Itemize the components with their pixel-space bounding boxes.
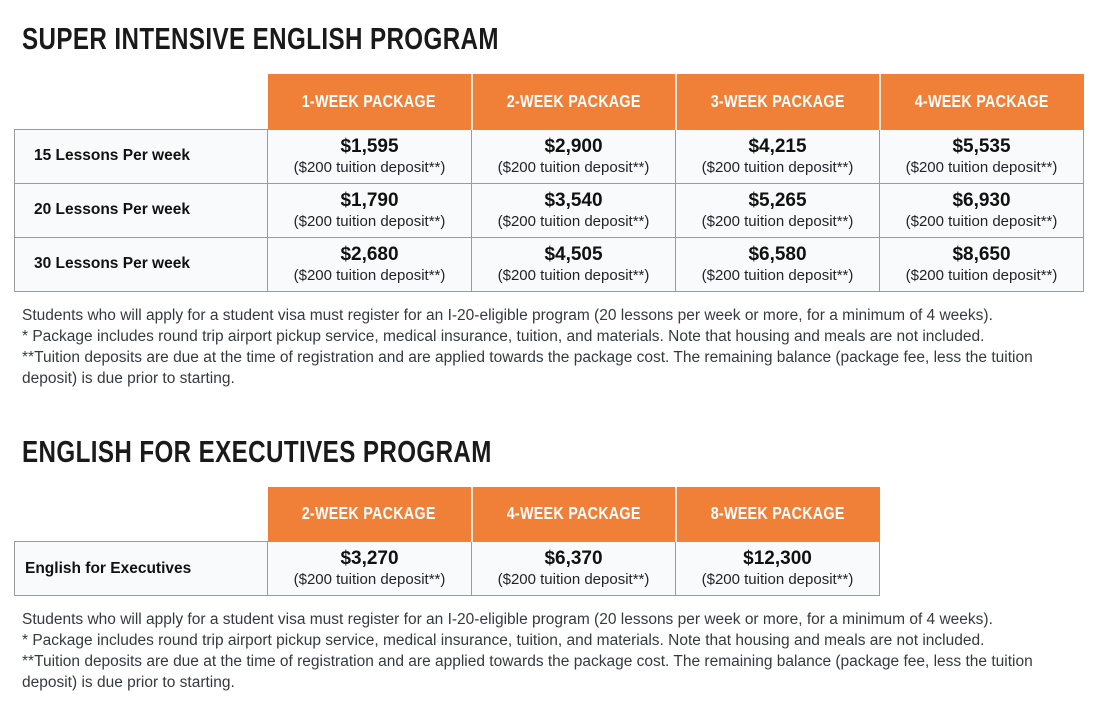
deposit-note: ($200 tuition deposit**) [701,212,854,230]
price-value: $4,505 [544,243,603,265]
column-header-label: 4-WEEK PACKAGE [915,90,1049,111]
deposit-note: ($200 tuition deposit**) [701,266,854,284]
table-row-20-lessons: 20 Lessons Per week $1,790 ($200 tuition… [14,182,1084,238]
row-label: 15 Lessons Per week [14,128,268,184]
column-header-1-week: 1-WEEK PACKAGE [267,74,472,130]
row-label: English for Executives [14,541,268,597]
deposit-note: ($200 tuition deposit**) [905,212,1058,230]
price-value: $3,270 [340,548,399,570]
deposit-note: ($200 tuition deposit**) [497,571,650,589]
column-header-label: 1-WEEK PACKAGE [302,90,436,111]
price-value: $3,540 [544,189,603,211]
deposit-note: ($200 tuition deposit**) [701,571,854,589]
table-row-executives: English for Executives $3,270 ($200 tuit… [14,541,880,597]
price-value: $5,265 [748,189,807,211]
column-header-label: 3-WEEK PACKAGE [710,90,845,111]
price-cell: $4,505 ($200 tuition deposit**) [471,236,676,292]
price-value: $4,215 [748,135,807,157]
row-label: 20 Lessons Per week [14,182,268,238]
deposit-note: ($200 tuition deposit**) [293,266,446,284]
header-corner-spacer [15,487,268,542]
price-cell: $6,930 ($200 tuition deposit**) [879,182,1084,238]
table-row-15-lessons: 15 Lessons Per week $1,595 ($200 tuition… [14,128,1084,184]
deposit-note: ($200 tuition deposit**) [905,266,1058,284]
price-value: $8,650 [952,243,1011,265]
row-label: 30 Lessons Per week [14,236,268,292]
footnote-deposit: **Tuition deposits are due at the time o… [22,348,1033,387]
price-cell: $3,540 ($200 tuition deposit**) [471,182,676,238]
header-corner-spacer [15,74,268,129]
deposit-note: ($200 tuition deposit**) [293,158,446,176]
footnote-package: * Package includes round trip airport pi… [22,327,985,345]
price-cell: $5,535 ($200 tuition deposit**) [879,128,1084,184]
price-cell: $3,270 ($200 tuition deposit**) [267,541,472,597]
price-value: $6,370 [544,548,603,570]
price-cell: $6,580 ($200 tuition deposit**) [675,236,880,292]
price-value: $2,680 [340,243,399,265]
price-value: $12,300 [743,548,812,570]
column-header-2-week: 2-WEEK PACKAGE [470,74,676,130]
deposit-note: ($200 tuition deposit**) [701,158,854,176]
column-header-label: 4-WEEK PACKAGE [506,503,641,524]
package-header-row: 2-WEEK PACKAGE 4-WEEK PACKAGE 8-WEEK PAC… [15,486,880,542]
price-cell: $1,790 ($200 tuition deposit**) [267,182,472,238]
deposit-note: ($200 tuition deposit**) [293,212,446,230]
executives-footnotes: Students who will apply for a student vi… [22,609,1085,693]
executives-pricing-table: 2-WEEK PACKAGE 4-WEEK PACKAGE 8-WEEK PAC… [14,486,880,597]
deposit-note: ($200 tuition deposit**) [905,158,1058,176]
footnote-package: * Package includes round trip airport pi… [22,632,985,650]
price-cell: $2,900 ($200 tuition deposit**) [471,128,676,184]
footnote-visa: Students who will apply for a student vi… [22,611,993,629]
column-header-8-week: 8-WEEK PACKAGE [674,486,880,542]
deposit-note: ($200 tuition deposit**) [497,212,650,230]
price-value: $6,930 [952,189,1011,211]
price-value: $1,790 [340,189,399,211]
price-cell: $6,370 ($200 tuition deposit**) [471,541,676,597]
deposit-note: ($200 tuition deposit**) [497,158,650,176]
price-value: $6,580 [748,243,807,265]
column-header-2-week: 2-WEEK PACKAGE [267,486,472,542]
deposit-note: ($200 tuition deposit**) [293,571,446,589]
price-cell: $4,215 ($200 tuition deposit**) [675,128,880,184]
price-value: $2,900 [544,135,603,157]
price-cell: $2,680 ($200 tuition deposit**) [267,236,472,292]
price-value: $1,595 [340,135,399,157]
table-row-30-lessons: 30 Lessons Per week $2,680 ($200 tuition… [14,236,1084,292]
column-header-4-week: 4-WEEK PACKAGE [878,74,1084,130]
price-cell: $5,265 ($200 tuition deposit**) [675,182,880,238]
price-cell: $12,300 ($200 tuition deposit**) [675,541,880,597]
column-header-label: 2-WEEK PACKAGE [302,503,436,524]
program-title-super-intensive: SUPER INTENSIVE ENGLISH PROGRAM [22,21,499,56]
column-header-3-week: 3-WEEK PACKAGE [674,74,880,130]
column-header-label: 2-WEEK PACKAGE [506,90,641,111]
footnote-visa: Students who will apply for a student vi… [22,306,993,324]
column-header-label: 8-WEEK PACKAGE [711,503,845,524]
package-header-row: 1-WEEK PACKAGE 2-WEEK PACKAGE 3-WEEK PAC… [15,74,1084,130]
price-value: $5,535 [952,135,1011,157]
footnote-deposit: **Tuition deposits are due at the time o… [22,653,1033,692]
program-title-executives: ENGLISH FOR EXECUTIVES PROGRAM [22,433,492,469]
price-cell: $1,595 ($200 tuition deposit**) [267,128,472,184]
price-cell: $8,650 ($200 tuition deposit**) [879,236,1084,292]
column-header-4-week: 4-WEEK PACKAGE [470,486,676,542]
super-intensive-footnotes: Students who will apply for a student vi… [22,305,1085,389]
super-intensive-pricing-table: 1-WEEK PACKAGE 2-WEEK PACKAGE 3-WEEK PAC… [14,74,1084,292]
deposit-note: ($200 tuition deposit**) [497,266,650,284]
